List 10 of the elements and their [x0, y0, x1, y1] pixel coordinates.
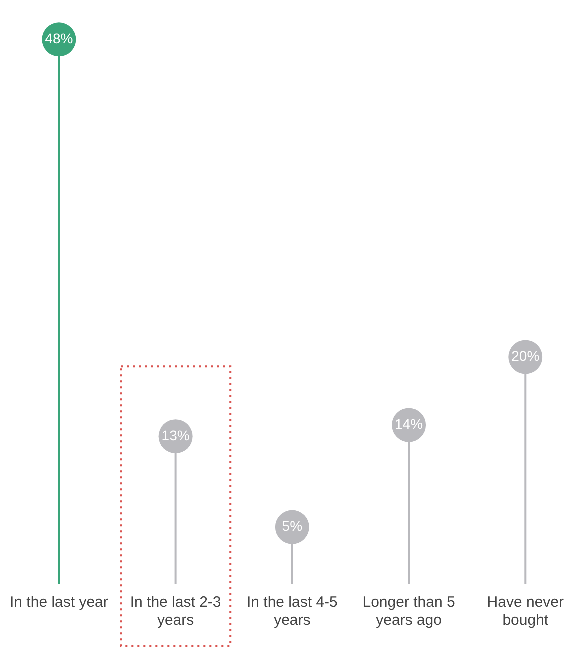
data-label: 48%: [45, 30, 74, 47]
x-tick-label: In the last year: [10, 594, 108, 612]
x-tick-label: Longer than 5 years ago: [362, 594, 456, 630]
x-tick-label: In the last 2-3 years: [130, 594, 222, 630]
data-label: 20%: [512, 348, 540, 364]
data-label: 13%: [162, 427, 190, 444]
x-tick-label: Have never bought: [487, 594, 564, 630]
data-label: 14%: [395, 416, 424, 432]
data-label: 5%: [282, 518, 303, 534]
x-tick-label: In the last 4-5 years: [246, 594, 338, 630]
